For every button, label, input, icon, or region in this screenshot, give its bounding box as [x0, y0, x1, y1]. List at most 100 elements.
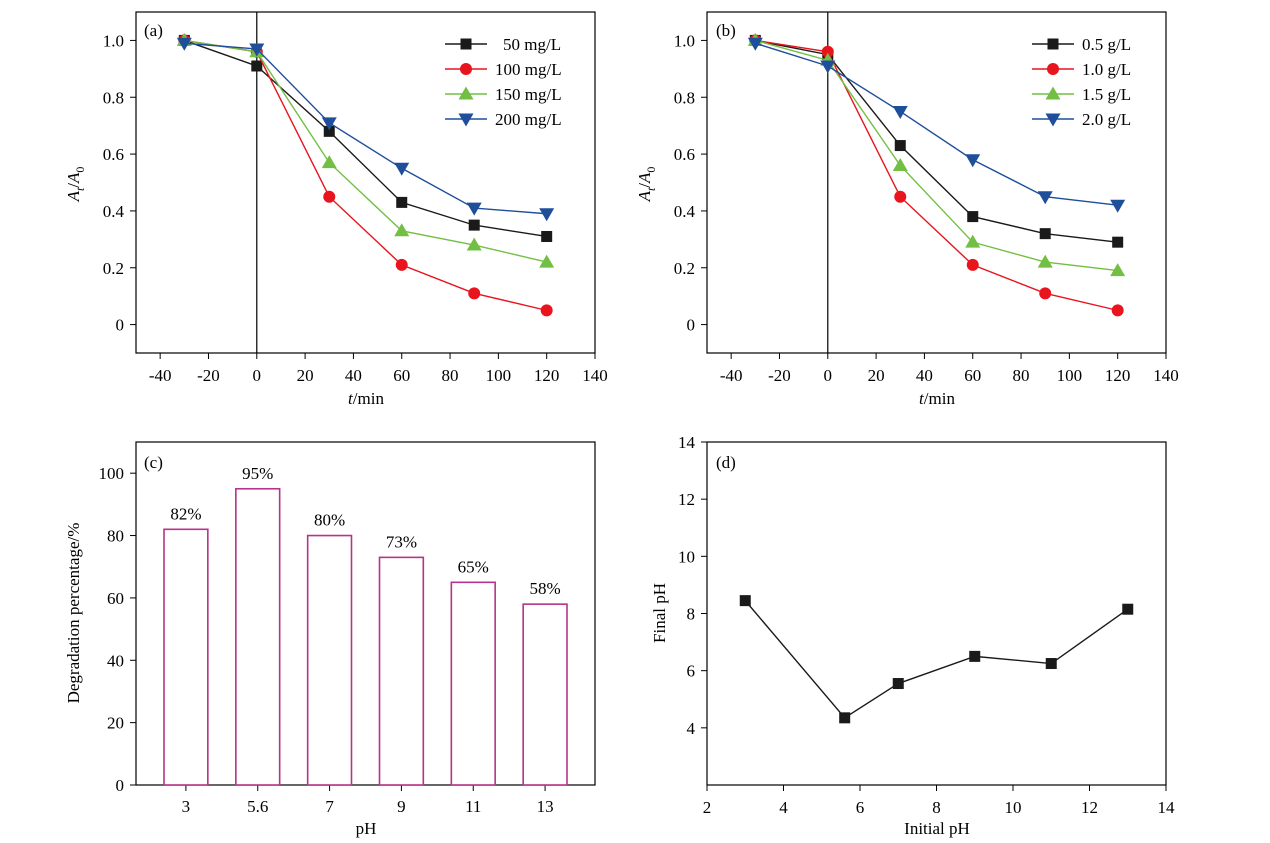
panel-b-series-1-point-3: [966, 258, 979, 271]
panel-d-x-tick-label-6: 14: [1158, 798, 1176, 817]
panel-b-legend-marker-1: [1047, 63, 1059, 75]
panel-d-x-axis-label: Initial pH: [904, 819, 970, 838]
panel-b-y-tick-label-1: 0.2: [674, 259, 695, 278]
panel-b-label: (b): [716, 21, 736, 40]
panel-b-series-1-point-5: [1111, 304, 1124, 317]
panel-a-legend-marker-1: [460, 63, 472, 75]
panel-d-y-tick-label-0: 4: [687, 719, 696, 738]
panel-c-y-tick-label-3: 60: [107, 589, 124, 608]
panel-a-series-3-point-1: [249, 43, 265, 57]
panel-a-series-0-point-2: [323, 125, 335, 137]
panel-a-series-2-point-4: [466, 237, 482, 251]
panel-b-x-tick-label-6: 80: [1013, 366, 1030, 385]
panel-c-x-tick-label-1: 5.6: [247, 797, 268, 816]
panel-b-series-3-point-4: [1037, 191, 1053, 205]
panel-b-plot-frame: [706, 11, 1167, 354]
panel-b-series-1-point-1: [821, 45, 834, 58]
panel-d-x-tick-label-4: 10: [1005, 798, 1022, 817]
panel-a-legend-label-3: 200 mg/L: [495, 110, 562, 129]
panel-b-x-axis-label: t/min: [919, 389, 955, 408]
panel-a-legend-marker-0: [460, 38, 472, 50]
panel-a-x-tick-label-6: 80: [442, 366, 459, 385]
panel-a-degradation-by-concentration: -40 -20 0 20 40 60 80 100 120 140 0 0.2 0.4 0.6 0.8 1.…: [64, 11, 608, 408]
panel-d-series-0-point-4: [1045, 658, 1057, 670]
panel-a-legend-label-0: 50 mg/L: [503, 35, 561, 54]
panel-c-x-axis-label: pH: [356, 819, 377, 838]
panel-d-y-ticks: 4 6 8 10 12 14: [678, 433, 707, 738]
panel-b-legend-label-1: 1.0 g/L: [1082, 60, 1131, 79]
panel-a-x-tick-label-1: -20: [197, 366, 220, 385]
panel-a-series-0-point-5: [541, 230, 553, 242]
panel-c-bar-2: [306, 534, 353, 786]
panel-a-x-tick-label-0: -40: [149, 366, 172, 385]
panel-b-series-3-line: [755, 42, 1118, 206]
panel-d-y-tick-label-5: 14: [678, 433, 696, 452]
panel-b-x-tick-label-0: -40: [720, 366, 743, 385]
panel-d-final-vs-initial-ph: 2 4 6 8 10 12 14 4 6 8 10 12 14 (d) Initial pH Fina…: [650, 433, 1175, 838]
panel-a-series-3-point-4: [466, 202, 482, 216]
panel-c-y-tick-label-5: 100: [99, 464, 125, 483]
panel-c-bar-4: [450, 581, 496, 786]
panel-a-series-3-point-0: [176, 37, 192, 51]
panel-c-bar-0: [163, 528, 209, 786]
panel-b-series-2-point-3: [965, 234, 981, 248]
panel-b-series-3-point-5: [1110, 199, 1126, 213]
panel-c-x-tick-label-4: 11: [465, 797, 481, 816]
panel-a-series-2-line: [184, 39, 547, 263]
panel-a-series-3-point-3: [394, 162, 410, 176]
panel-a-y-tick-label-3: 0.6: [103, 145, 124, 164]
panel-d-series-0-line: [744, 600, 1129, 719]
panel-b-series: [747, 32, 1126, 317]
panel-b-x-tick-label-1: -20: [768, 366, 791, 385]
panel-c-label: (c): [144, 453, 163, 472]
panel-a-series-3-line: [184, 42, 547, 215]
panel-c-data-label-1: 95%: [242, 464, 273, 483]
panel-a-x-ticks: -40 -20 0 20 40 60 80 100 120 140: [149, 353, 608, 385]
panel-d-plot-frame: [706, 441, 1167, 786]
panel-c-x-tick-label-2: 7: [325, 797, 334, 816]
panel-a-series-1-point-5: [540, 304, 553, 317]
panel-b-series-2-point-2: [892, 157, 908, 171]
panel-c-plot-frame: [135, 441, 596, 786]
panel-d-series-0-point-2: [892, 678, 904, 690]
panel-d-x-tick-label-1: 4: [779, 798, 788, 817]
panel-a-series-3-point-5: [539, 208, 555, 222]
panel-d-label: (d): [716, 453, 736, 472]
panel-b-series-0-point-3: [967, 211, 979, 223]
panel-d-x-tick-label-2: 6: [856, 798, 865, 817]
panel-a-y-tick-label-5: 1.0: [103, 31, 124, 50]
panel-b-x-tick-label-9: 140: [1153, 366, 1179, 385]
panel-a-xlabel-italic: t: [348, 389, 354, 408]
panel-b-series-1-line: [755, 39, 1118, 312]
panel-b-x-tick-label-2: 0: [824, 366, 833, 385]
panel-a-y-tick-label-1: 0.2: [103, 259, 124, 278]
panel-a-x-tick-label-8: 120: [534, 366, 560, 385]
panel-a-series-0-point-3: [396, 196, 408, 208]
panel-a-series-2-point-3: [394, 223, 410, 237]
panel-b-series-0-point-5: [1112, 236, 1124, 248]
panel-b-series-2-point-4: [1037, 254, 1053, 268]
panel-a-series-1-point-2: [323, 190, 336, 203]
panel-b-series-3-point-3: [965, 154, 981, 168]
panel-a-x-tick-label-2: 0: [253, 366, 262, 385]
panel-a-legend-label-2: 150 mg/L: [495, 85, 562, 104]
panel-c-y-tick-label-0: 0: [116, 776, 125, 795]
panel-d-series-0-point-0: [739, 595, 751, 607]
panel-a-xlabel-rest: /min: [353, 389, 385, 408]
panel-a-legend-marker-2: [458, 86, 474, 100]
panel-d-x-ticks: 2 4 6 8 10 12 14: [703, 785, 1175, 817]
panel-d-y-axis-label: Final pH: [650, 583, 669, 643]
panel-b-y-ticks: 0 0.2 0.4 0.6 0.8 1.0: [674, 31, 707, 335]
panel-d-y-tick-label-2: 8: [687, 605, 696, 624]
panel-b-x-tick-label-8: 120: [1105, 366, 1131, 385]
panel-a-series-2-point-5: [539, 254, 555, 268]
panel-d-y-tick-label-4: 12: [678, 490, 695, 509]
panel-c-bar-5: [522, 603, 568, 786]
panel-b-series-3-point-1: [820, 60, 836, 74]
panel-a-legend: 50 mg/L 100 mg/L 150 mg/L 200 mg/L: [445, 35, 562, 129]
panel-d-series: [739, 595, 1134, 724]
panel-d-y-tick-label-3: 10: [678, 547, 695, 566]
panel-a-x-tick-label-3: 20: [297, 366, 314, 385]
panel-d-series-0-point-5: [1122, 603, 1134, 615]
